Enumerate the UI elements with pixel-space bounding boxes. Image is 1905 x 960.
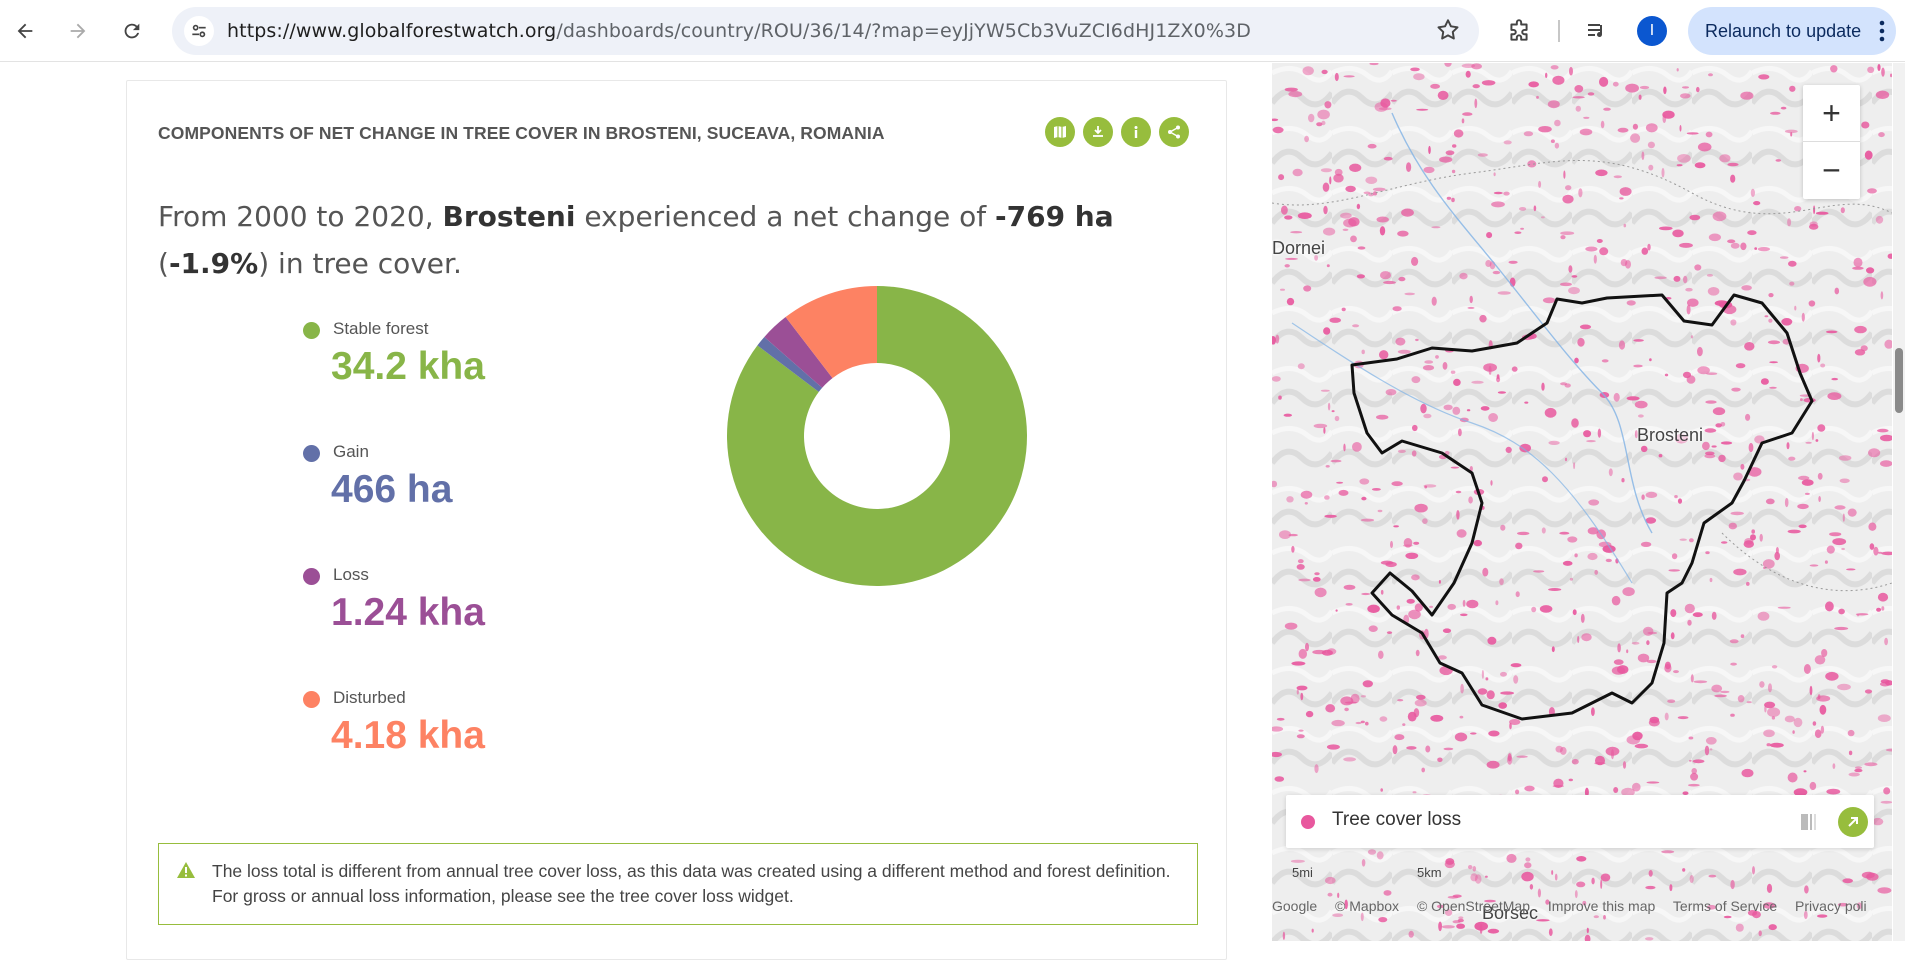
tree-cover-loss-layer — [1272, 63, 1892, 941]
share-button[interactable] — [1159, 117, 1189, 147]
widget-card: COMPONENTS OF NET CHANGE IN TREE COVER I… — [126, 80, 1227, 960]
download-button[interactable] — [1083, 117, 1113, 147]
bookmark-star-icon — [1437, 19, 1459, 40]
brosteni-boundary — [1350, 293, 1814, 721]
loss-notice: The loss total is different from annual … — [158, 843, 1198, 925]
scrollbar-thumb[interactable] — [1895, 348, 1903, 413]
donut-slice-gain[interactable] — [757, 336, 823, 392]
place-label: Brosteni — [1637, 425, 1704, 445]
show-on-map-button[interactable] — [1045, 117, 1075, 147]
profile-avatar[interactable]: I — [1637, 16, 1667, 46]
sentence-part4: ) in tree cover. — [258, 247, 462, 280]
page-content: COMPONENTS OF NET CHANGE IN TREE COVER I… — [0, 63, 1905, 960]
donut-slice-disturbed[interactable] — [785, 286, 877, 379]
place-label: Dornei — [1272, 238, 1326, 258]
back-button[interactable] — [6, 12, 44, 50]
legend-dot — [303, 445, 320, 462]
scale-km: 5km — [1417, 865, 1442, 880]
expand-arrow-icon — [1848, 817, 1858, 827]
legend-value: 4.18 kha — [331, 714, 485, 757]
attribution-google: Google — [1272, 898, 1318, 914]
extensions-icon — [1510, 19, 1528, 41]
legend-dot — [303, 568, 320, 585]
reload-button[interactable] — [113, 12, 151, 50]
notice-text: The loss total is different from annual … — [212, 861, 1171, 906]
attribution-terms[interactable]: Terms of Service — [1672, 898, 1778, 914]
widget-actions — [1045, 117, 1189, 147]
legend-label: Loss — [333, 565, 369, 584]
page-scrollbar[interactable] — [1893, 63, 1905, 941]
legend-value: 466 ha — [331, 468, 453, 511]
bookmark-button[interactable] — [1435, 17, 1461, 48]
media-control-button[interactable] — [1578, 12, 1616, 50]
toolbar-separator — [1558, 20, 1560, 42]
legend-label: Disturbed — [333, 688, 406, 707]
donut-slice-loss[interactable] — [764, 317, 833, 388]
sentence-percent: -1.9% — [168, 247, 259, 280]
warning-icon — [177, 862, 195, 878]
site-info-icon — [192, 24, 206, 38]
zoom-out-button[interactable]: − — [1822, 152, 1841, 188]
zoom-in-button[interactable]: + — [1803, 85, 1860, 142]
opacity-icon[interactable] — [1798, 811, 1820, 833]
legend-dot — [303, 322, 320, 339]
forward-icon — [70, 23, 86, 39]
map-legend-label: Tree cover loss — [1332, 809, 1462, 830]
relaunch-button[interactable]: Relaunch to update — [1688, 7, 1896, 55]
map-panel[interactable]: Dornei Brosteni Borsec + − 5mi 5km Tree … — [1272, 63, 1892, 941]
attribution-mapbox[interactable]: © Mapbox — [1335, 898, 1400, 914]
layer-info-button[interactable] — [1838, 807, 1868, 837]
sentence-part3: ( — [158, 247, 169, 280]
legend-value: 1.24 kha — [331, 591, 485, 634]
url-host: https://www.globalforestwatch.org — [227, 20, 557, 42]
reload-icon — [124, 23, 140, 39]
info-icon — [1134, 126, 1138, 138]
site-info-button[interactable] — [184, 16, 214, 46]
info-button[interactable] — [1121, 117, 1151, 147]
scale-miles: 5mi — [1292, 865, 1313, 880]
forward-button[interactable] — [59, 12, 97, 50]
relaunch-label: Relaunch to update — [1705, 20, 1862, 41]
map-icon — [1054, 126, 1066, 138]
legend-color-dot — [1301, 815, 1315, 829]
url-text: https://www.globalforestwatch.org/dashbo… — [227, 20, 1251, 42]
extensions-button[interactable] — [1500, 12, 1538, 50]
place-label: Borsec — [1482, 903, 1539, 923]
widget-title: COMPONENTS OF NET CHANGE IN TREE COVER I… — [158, 123, 885, 143]
map-legend: Tree cover loss — [1286, 795, 1874, 848]
attribution-osm[interactable]: © OpenStreetMap — [1416, 898, 1530, 914]
download-icon — [1093, 126, 1103, 137]
address-bar[interactable]: https://www.globalforestwatch.org/dashbo… — [172, 7, 1479, 55]
sentence-net-change: -769 ha — [994, 200, 1114, 233]
summary-sentence: From 2000 to 2020, Brosteni experienced … — [158, 193, 1198, 287]
sentence-part2: experienced a net change of — [575, 200, 995, 233]
menu-dots-icon[interactable] — [1878, 19, 1886, 43]
share-icon — [1168, 125, 1180, 139]
legend-value: 34.2 kha — [331, 345, 485, 388]
attribution-privacy[interactable]: Privacy poli — [1795, 898, 1867, 914]
media-control-icon — [1588, 24, 1603, 38]
legend-dot — [303, 691, 320, 708]
zoom-controls: + − — [1803, 85, 1860, 199]
map-canvas[interactable] — [1272, 63, 1892, 941]
donut-chart — [727, 286, 1027, 586]
browser-toolbar: https://www.globalforestwatch.org/dashbo… — [0, 0, 1905, 62]
attribution-improve[interactable]: Improve this map — [1547, 898, 1656, 914]
back-icon — [17, 23, 33, 39]
url-path: /dashboards/country/ROU/36/14/?map=eyJjY… — [556, 20, 1251, 42]
sentence-part1: From 2000 to 2020, — [158, 200, 443, 233]
map-attribution: Google © Mapbox © OpenStreetMap Improve … — [1272, 898, 1892, 914]
sentence-location: Brosteni — [442, 200, 576, 233]
legend-label: Stable forest — [333, 319, 429, 338]
donut-slice-stable-forest[interactable] — [727, 286, 1027, 586]
legend-label: Gain — [333, 442, 369, 461]
